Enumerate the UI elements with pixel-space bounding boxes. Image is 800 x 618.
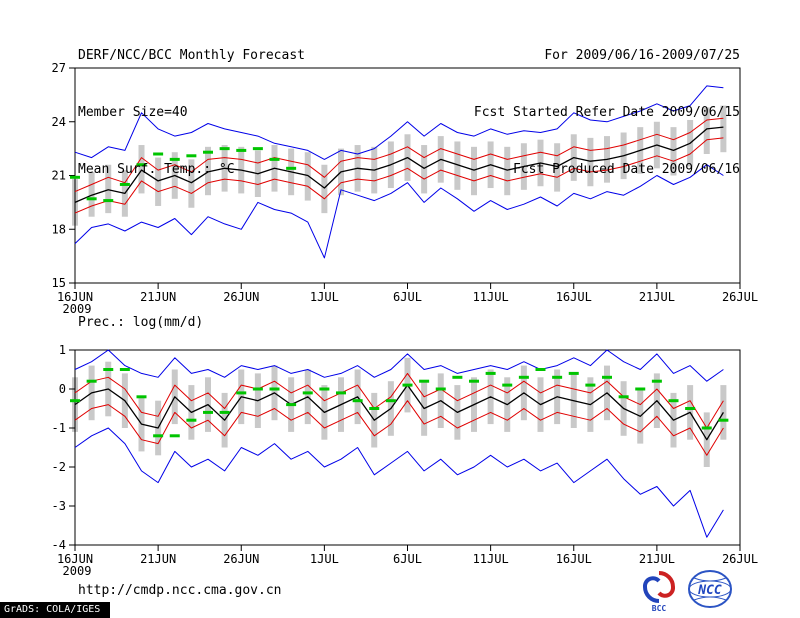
forecast-range-label: For 2009/06/16-2009/07/25 [544, 48, 740, 63]
svg-text:16JUL: 16JUL [556, 552, 592, 566]
svg-text:26JUL: 26JUL [722, 552, 758, 566]
svg-text:27: 27 [52, 61, 66, 75]
svg-text:1JUL: 1JUL [310, 552, 339, 566]
svg-text:26JUN: 26JUN [223, 552, 259, 566]
svg-text:21: 21 [52, 169, 66, 183]
member-size-label: Member Size=40 [78, 105, 188, 120]
svg-text:15: 15 [52, 276, 66, 290]
fcst-produced-date-label: Fcst Produced Date 2009/06/16 [513, 162, 740, 177]
ncc-logo-label: NCC [697, 583, 722, 598]
svg-text:1: 1 [59, 343, 66, 357]
footer-url: http://cmdp.ncc.cma.gov.cn [78, 583, 282, 598]
svg-text:26JUN: 26JUN [223, 290, 259, 304]
fcst-start-date-label: Fcst Started Refer Date 2009/06/15 [473, 105, 740, 120]
svg-text:-4: -4 [52, 538, 66, 552]
svg-text:0: 0 [59, 382, 66, 396]
svg-text:18: 18 [52, 222, 66, 236]
header-left: DERF/NCC/BCC Monthly Forecast Member Siz… [78, 8, 305, 217]
precip-panel-title: Prec.: log(mm/d) [78, 315, 204, 330]
bcc-logo-icon: BCC [643, 571, 675, 612]
bcc-logo-label: BCC [652, 604, 667, 612]
svg-text:6JUL: 6JUL [393, 552, 422, 566]
svg-text:11JUL: 11JUL [473, 290, 509, 304]
svg-text:24: 24 [52, 115, 66, 129]
svg-text:1JUL: 1JUL [310, 290, 339, 304]
svg-text:-3: -3 [52, 499, 66, 513]
header-right: For 2009/06/16-2009/07/25 Fcst Started R… [474, 8, 740, 217]
svg-text:-1: -1 [52, 421, 66, 435]
svg-text:21JUN: 21JUN [140, 552, 176, 566]
page-title: DERF/NCC/BCC Monthly Forecast [78, 48, 305, 63]
svg-text:21JUL: 21JUL [639, 552, 675, 566]
svg-text:2009: 2009 [63, 302, 92, 316]
svg-text:26JUL: 26JUL [722, 290, 758, 304]
svg-text:11JUL: 11JUL [473, 552, 509, 566]
svg-text:-2: -2 [52, 460, 66, 474]
svg-text:16JUL: 16JUL [556, 290, 592, 304]
svg-text:6JUL: 6JUL [393, 290, 422, 304]
svg-text:21JUL: 21JUL [639, 290, 675, 304]
ncc-logo-icon: NCC [688, 570, 732, 608]
svg-text:2009: 2009 [63, 564, 92, 578]
temp-panel-title: Mean Surf. Temp.: °C [78, 162, 235, 177]
svg-text:21JUN: 21JUN [140, 290, 176, 304]
svg-text:16JUN: 16JUN [57, 290, 93, 304]
grads-credit-badge: GrADS: COLA/IGES [0, 602, 111, 618]
svg-text:16JUN: 16JUN [57, 552, 93, 566]
